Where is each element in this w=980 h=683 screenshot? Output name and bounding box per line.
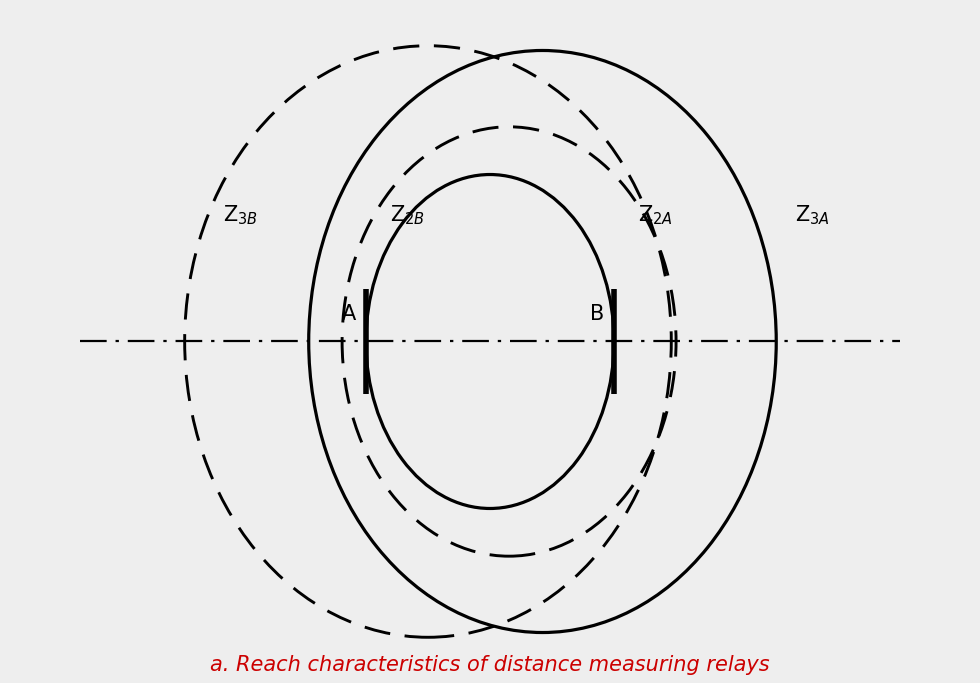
Text: Z$_{2B}$: Z$_{2B}$ bbox=[390, 204, 424, 227]
Text: a. Reach characteristics of distance measuring relays: a. Reach characteristics of distance mea… bbox=[210, 656, 770, 675]
Text: Z$_{3A}$: Z$_{3A}$ bbox=[796, 204, 830, 227]
Text: Z$_{2A}$: Z$_{2A}$ bbox=[638, 204, 672, 227]
Text: B: B bbox=[590, 305, 605, 324]
Text: Z$_{3B}$: Z$_{3B}$ bbox=[222, 204, 258, 227]
Text: A: A bbox=[342, 305, 357, 324]
